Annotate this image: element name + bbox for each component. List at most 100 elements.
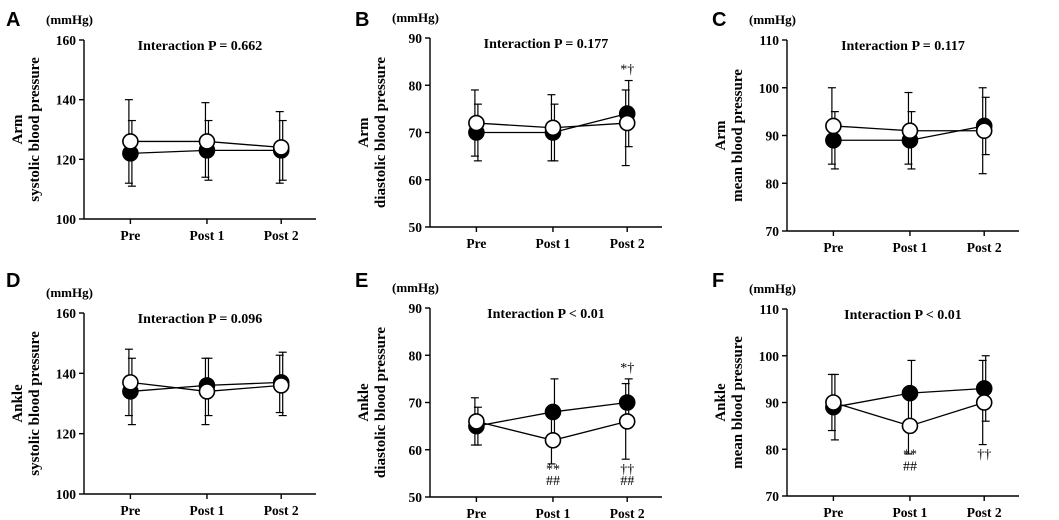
x-tick-label: Post 2 (264, 503, 299, 518)
y-tick-label: 100 (56, 212, 77, 227)
y-axis-label: mean blood pressure (730, 69, 746, 202)
data-point-open (618, 114, 636, 132)
unit-label: (mmHg) (392, 10, 439, 25)
data-point-open (544, 119, 562, 137)
y-tick-label: 160 (56, 33, 77, 48)
y-tick-label: 80 (766, 176, 780, 191)
x-tick-label: Post 1 (190, 503, 225, 518)
significance-marker: †† (620, 462, 634, 477)
data-point-filled (901, 384, 919, 402)
y-tick-label: 60 (409, 443, 423, 458)
y-tick-label: 100 (759, 349, 780, 364)
data-point-open (198, 383, 216, 400)
data-point-open (468, 413, 485, 430)
significance-marker: ** (546, 462, 560, 477)
interaction-label: Interaction P < 0.01 (844, 308, 962, 323)
y-axis-label: systolic blood pressure (27, 331, 43, 476)
panel-letter: A (6, 9, 20, 31)
y-axis-region-label: Ankle (10, 384, 26, 423)
y-axis-region-label: Arm (713, 120, 729, 150)
data-point-open (198, 133, 216, 150)
y-tick-label: 80 (766, 442, 780, 457)
panel-letter: C (712, 9, 726, 31)
unit-label: (mmHg) (46, 12, 93, 27)
data-point-open (975, 122, 993, 140)
y-tick-label: 110 (759, 302, 779, 317)
data-point-open (901, 417, 919, 435)
y-tick-label: 70 (766, 489, 780, 504)
data-point-open (122, 133, 139, 150)
interaction-label: Interaction P < 0.01 (487, 307, 605, 322)
x-tick-label: Post 1 (536, 236, 571, 251)
y-tick-label: 100 (759, 81, 780, 96)
x-tick-label: Pre (466, 506, 486, 520)
significance-marker: ## (546, 474, 560, 489)
y-tick-label: 60 (409, 173, 423, 188)
y-tick-label: 90 (409, 301, 423, 316)
x-tick-label: Pre (120, 503, 140, 518)
y-axis-region-label: Arm (10, 114, 26, 144)
x-tick-label: Post 1 (893, 505, 928, 520)
y-tick-label: 80 (409, 78, 423, 93)
significance-marker: ** (903, 448, 917, 463)
y-tick-label: 80 (409, 348, 423, 363)
x-tick-label: Post 2 (610, 236, 645, 251)
x-tick-label: Post 1 (893, 240, 928, 255)
y-tick-label: 90 (766, 129, 780, 144)
data-point-filled (618, 394, 636, 411)
interaction-label: Interaction P = 0.117 (841, 39, 965, 54)
data-point-open (122, 374, 139, 391)
chart-panel-e: E (mmHg) Interaction P < 0.01 Ankle diastoli… (355, 270, 662, 520)
unit-label: (mmHg) (392, 280, 439, 295)
x-tick-label: Post 2 (967, 240, 1002, 255)
data-point-open (825, 117, 842, 135)
unit-label: (mmHg) (749, 12, 796, 27)
y-axis-label: mean blood pressure (730, 336, 746, 469)
y-axis-region-label: Ankle (356, 383, 372, 422)
data-point-open (825, 394, 842, 411)
interaction-label: Interaction P = 0.662 (138, 39, 263, 54)
unit-label: (mmHg) (46, 285, 93, 300)
chart-panel-c: C (mmHg) Interaction P = 0.117 Arm mean bloo… (712, 9, 1019, 255)
x-tick-label: Post 2 (264, 228, 299, 243)
chart-panel-f: F (mmHg) Interaction P < 0.01 Ankle mean blo… (712, 270, 1019, 520)
y-tick-label: 140 (56, 93, 77, 108)
x-tick-label: Post 2 (967, 505, 1002, 520)
interaction-label: Interaction P = 0.096 (138, 312, 263, 327)
data-point-open (618, 413, 636, 430)
y-tick-label: 100 (56, 487, 77, 502)
data-point-open (544, 431, 562, 449)
significance-marker: †† (977, 448, 991, 463)
panel-letter: D (6, 270, 20, 292)
significance-marker: ## (903, 459, 917, 474)
y-axis-region-label: Arm (356, 117, 372, 147)
data-point-filled (825, 131, 842, 149)
x-tick-label: Pre (823, 505, 843, 520)
panel-letter: F (712, 270, 724, 292)
y-tick-label: 50 (409, 220, 423, 235)
significance-marker: *† (620, 361, 634, 376)
x-tick-label: Post 1 (536, 506, 571, 520)
data-point-filled (975, 380, 993, 397)
x-tick-label: Pre (120, 228, 140, 243)
significance-marker: *† (620, 62, 634, 77)
data-point-open (901, 122, 919, 140)
data-point-open (975, 394, 993, 411)
y-tick-label: 70 (766, 224, 780, 239)
x-tick-label: Post 1 (190, 228, 225, 243)
y-tick-label: 90 (409, 31, 423, 46)
y-axis-label: diastolic blood pressure (373, 57, 389, 208)
interaction-label: Interaction P = 0.177 (484, 37, 609, 52)
y-axis-region-label: Ankle (713, 383, 729, 422)
data-point-open (272, 377, 290, 394)
significance-marker: ## (620, 474, 634, 489)
y-axis-label: systolic blood pressure (27, 57, 43, 202)
y-tick-label: 70 (409, 396, 423, 411)
y-tick-label: 110 (759, 33, 779, 48)
panel-letter: B (355, 9, 369, 31)
y-tick-label: 120 (56, 427, 77, 442)
y-tick-label: 120 (56, 152, 77, 167)
chart-panel-a: A (mmHg) Interaction P = 0.662 Arm systolic … (6, 9, 316, 243)
y-tick-label: 140 (56, 366, 77, 381)
